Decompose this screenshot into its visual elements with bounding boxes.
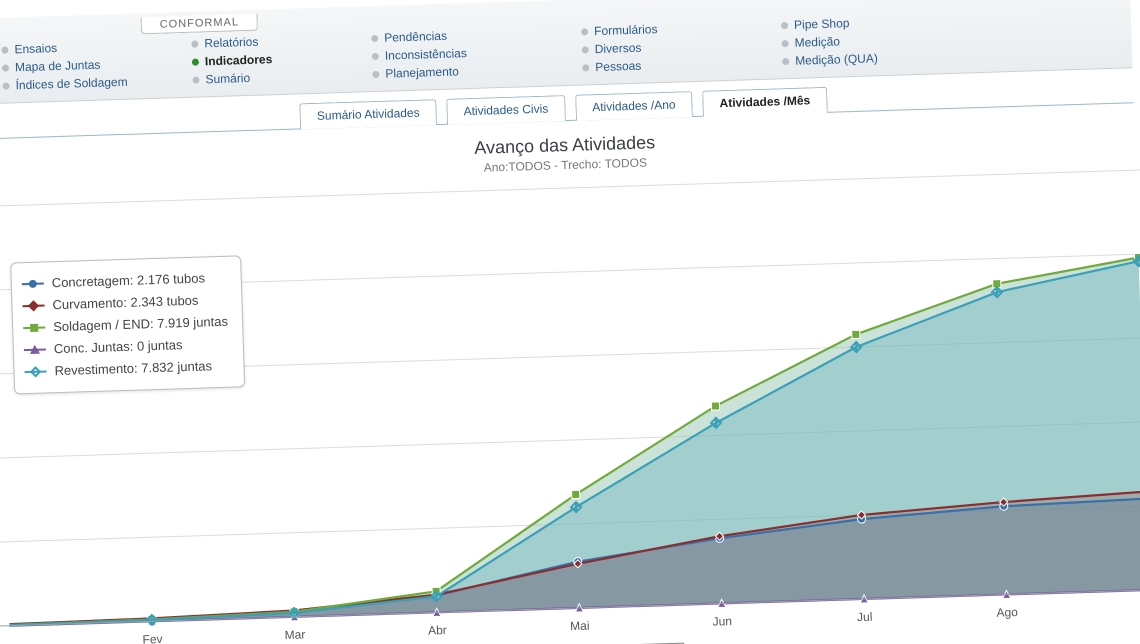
bullet-icon	[582, 46, 589, 53]
nav-label: Medição	[794, 32, 840, 51]
legend-marker-icon	[22, 300, 44, 313]
bullet-icon	[192, 76, 199, 83]
legend-label: Revestimento: 7.832 juntas	[54, 355, 212, 382]
nav-col-b: Relatórios Indicadores Sumário	[191, 29, 363, 88]
bullet-icon	[371, 34, 378, 41]
nav-col-e: Pipe Shop Medição Medição (QUA)	[781, 10, 983, 70]
nav-label: Ensaios	[14, 39, 57, 58]
nav-col-c: Pendências Inconsistências Planejamento	[371, 23, 573, 83]
tab-atividades-ano[interactable]: Atividades /Ano	[575, 91, 693, 121]
bullet-icon	[372, 52, 379, 59]
svg-text:Abr: Abr	[428, 623, 447, 638]
nav-label: Indicadores	[205, 50, 273, 70]
legend-marker-icon	[22, 278, 44, 291]
nav-label: Planejamento	[385, 62, 459, 82]
tab-label: Atividades /Ano	[592, 98, 676, 115]
svg-text:Ago: Ago	[996, 605, 1018, 620]
tab-atividades-mes[interactable]: Atividades /Mês	[702, 87, 827, 117]
bullet-icon	[782, 57, 789, 64]
nav-label: Diversos	[594, 39, 641, 58]
nav-col-d: Formulários Diversos Pessoas	[581, 17, 773, 77]
legend-marker-icon	[24, 365, 46, 378]
legend-marker-icon	[24, 343, 46, 356]
nav-label: Formulários	[594, 20, 658, 40]
bullet-icon	[581, 28, 588, 35]
nav-label: Sumário	[205, 69, 250, 88]
tab-label: Atividades Civis	[463, 102, 548, 119]
bullet-icon	[2, 82, 9, 89]
bullet-icon	[2, 64, 9, 71]
nav-label: Pipe Shop	[794, 14, 850, 34]
nav-label: Medição (QUA)	[795, 49, 878, 70]
bullet-icon	[372, 70, 379, 77]
nav-label: Pessoas	[595, 57, 642, 76]
bullet-icon	[1, 46, 8, 53]
tab-label: Sumário Atividades	[317, 106, 420, 123]
svg-text:Jun: Jun	[712, 614, 732, 629]
chart-area: Avanço das Atividades Ano:TODOS - Trecho…	[0, 117, 1140, 644]
tab-sumario-atividades[interactable]: Sumário Atividades	[300, 99, 437, 129]
bullet-icon	[782, 40, 789, 47]
svg-text:Fev: Fev	[142, 632, 162, 644]
chart-legend: Concretagem: 2.176 tubosCurvamento: 2.34…	[10, 255, 245, 394]
svg-text:Mar: Mar	[284, 627, 305, 642]
bullet-icon	[582, 64, 589, 71]
tab-label: Atividades /Mês	[719, 93, 810, 110]
legend-marker-icon	[23, 321, 45, 334]
bullet-icon	[191, 40, 198, 47]
nav-label: Relatórios	[204, 33, 259, 53]
nav-col-a: Ensaios Mapa de Juntas Índices de Soldag…	[1, 35, 183, 95]
svg-text:Jul: Jul	[857, 610, 873, 624]
activities-chart: FevMarAbrMaiJunJulAgoSet	[0, 160, 1140, 644]
nav-label: Pendências	[384, 27, 447, 47]
nav-label: Índices de Soldagem	[15, 73, 128, 95]
bullet-icon	[192, 58, 199, 65]
tab-atividades-civis[interactable]: Atividades Civis	[446, 95, 565, 125]
conformal-tag: CONFORMAL	[141, 14, 259, 35]
bullet-icon	[781, 22, 788, 29]
